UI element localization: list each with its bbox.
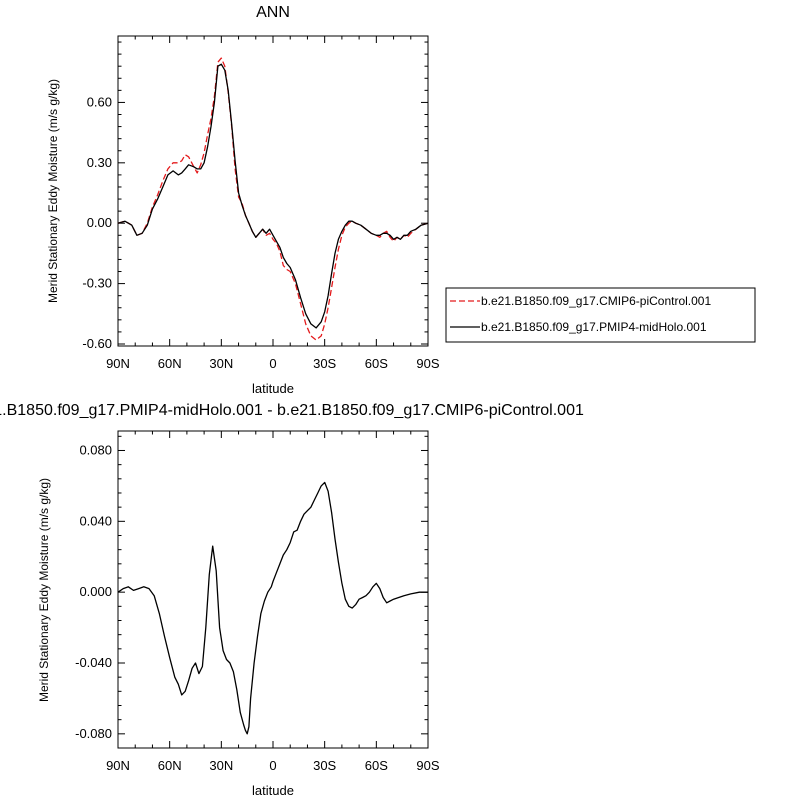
y-tick-label: 0.60 [87,94,112,109]
top-panel: ANN 0.60 0.30 0.00 -0.30 -0.60 90N 60N 30N 0 30S… [46,4,756,396]
top-x-axis-label: latitude [252,381,294,396]
x-tick-label: 60S [365,758,388,773]
y-tick-label: -0.040 [75,655,112,670]
y-tick-label: 0.30 [87,155,112,170]
legend-label-midHolo: b.e21.B1850.f09_g17.PMIP4-midHolo.001 [481,320,707,334]
x-tick-label: 30S [313,758,336,773]
top-series-group [117,57,429,341]
top-x-axis: 90N 60N 30N 0 30S 60S 90S [106,36,440,371]
x-tick-label: 0 [269,758,276,773]
series-line-piControl [117,57,429,341]
series-line-midHolo [117,63,429,329]
x-tick-label: 60S [365,356,388,371]
top-plot-frame [117,35,429,347]
bottom-panel: b.e21.B1850.f09_g17.PMIP4-midHolo.001 - … [0,402,584,798]
x-tick-label: 90N [106,356,130,371]
x-tick-label: 90N [106,758,130,773]
legend-label-piControl: b.e21.B1850.f09_g17.CMIP6-piControl.001 [481,294,711,308]
x-tick-label: 30N [209,356,233,371]
y-tick-label: 0.040 [79,513,112,528]
legend-box [445,287,756,343]
x-tick-label: 60N [158,356,182,371]
bottom-plot-frame [117,430,429,749]
x-tick-label: 30N [209,758,233,773]
bottom-y-axis-label: Merid Stationary Eddy Moisture (m/s g/kg… [37,478,51,702]
bottom-series-group [117,481,428,735]
top-y-axis-label: Merid Stationary Eddy Moisture (m/s g/kg… [46,79,60,303]
x-tick-label: 60N [158,758,182,773]
y-tick-label: -0.080 [75,726,112,741]
legend: b.e21.B1850.f09_g17.CMIP6-piControl.001 … [445,287,756,343]
y-tick-label: -0.60 [82,336,112,351]
x-tick-label: 90S [416,356,439,371]
bottom-y-axis: 0.080 0.040 0.000 -0.040 -0.080 [75,435,428,749]
bottom-x-axis-label: latitude [252,783,294,798]
x-tick-label: 90S [416,758,439,773]
y-tick-label: 0.000 [79,584,112,599]
series-line-difference [117,481,428,735]
x-tick-label: 30S [313,356,336,371]
y-tick-label: -0.30 [82,276,112,291]
bottom-x-axis: 90N 60N 30N 0 30S 60S 90S [106,431,440,773]
top-y-axis: 0.60 0.30 0.00 -0.30 -0.60 [82,41,428,351]
bottom-chart-title: b.e21.B1850.f09_g17.PMIP4-midHolo.001 - … [0,402,584,419]
top-chart-title: ANN [256,4,290,21]
y-tick-label: 0.080 [79,442,112,457]
x-tick-label: 0 [269,356,276,371]
y-tick-label: 0.00 [87,215,112,230]
